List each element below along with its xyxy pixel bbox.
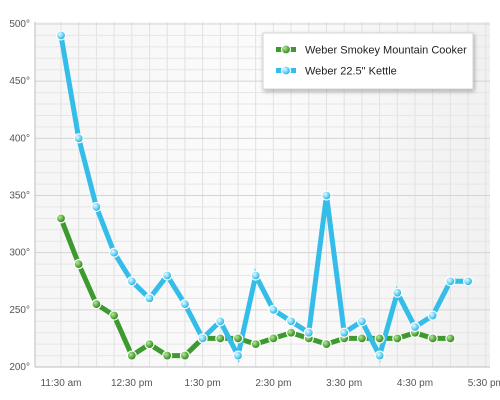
data-point [126,276,137,287]
data-point [321,339,332,350]
data-point [303,327,314,338]
legend-marker-smokey-mountain [280,44,292,55]
y-tick-label: 200° [9,362,30,373]
data-point [162,270,173,281]
x-tick-label: 12:30 pm [111,378,153,389]
legend-items: Weber Smokey Mountain Cooker Weber 22.5"… [276,44,467,78]
data-point [55,213,67,224]
data-point [392,287,403,298]
data-point [356,333,367,344]
x-tick-label: 3:30 pm [326,378,362,389]
data-point [215,333,226,344]
data-point [179,350,190,361]
x-tick-labels: 11:30 am 12:30 pm 1:30 pm 2:30 pm 3:30 pm 4:3… [41,378,500,389]
y-tick-label: 450° [9,76,30,87]
data-point [392,333,403,344]
x-tick-label: 2:30 pm [255,378,291,389]
data-point [409,321,421,333]
data-point [374,333,385,344]
series-points [55,30,474,361]
data-point [268,304,279,315]
data-point [427,310,438,321]
data-point [286,327,297,338]
data-point [162,350,173,361]
data-point [374,350,385,361]
data-point [55,30,67,41]
data-point [321,190,332,201]
data-point [126,350,137,361]
y-tick-label: 300° [9,248,30,259]
data-point [91,201,102,213]
data-point [232,350,244,361]
x-tick-label: 4:30 pm [397,378,433,389]
data-point [339,327,350,338]
data-point [356,316,367,327]
legend [262,32,474,90]
x-tick-label: 1:30 pm [185,378,221,389]
data-point [91,299,102,310]
series-line [58,35,469,363]
data-point [215,316,226,327]
data-point [268,333,279,344]
data-point [73,259,84,270]
legend-label-kettle: Weber 22.5" Kettle [305,66,397,78]
y-tick-label: 350° [9,191,30,202]
data-point [445,333,456,344]
x-tick-label: 5:30 pm [468,378,500,389]
data-point [179,299,190,310]
data-point [108,247,120,258]
y-tick-label: 400° [9,133,30,144]
legend-marker-kettle [280,65,292,76]
data-point [232,333,244,344]
y-tick-label: 500° [9,19,30,30]
data-point [144,339,155,350]
legend-item-smokey-mountain: Weber Smokey Mountain Cooker [276,44,467,57]
data-point [463,276,474,287]
grid-lines [35,22,490,367]
legend-item-kettle: Weber 22.5" Kettle [276,65,397,78]
data-point [250,339,261,350]
y-tick-label: 250° [9,305,30,316]
legend-label-smokey-mountain: Weber Smokey Mountain Cooker [305,45,467,57]
data-point [73,133,84,144]
data-point [197,333,208,344]
data-point [427,333,438,344]
data-point [250,270,261,281]
y-tick-labels: 200° 250° 300° 350° 400° 450° 500° [9,19,30,373]
data-point [445,276,456,287]
axes [34,22,490,368]
x-tick-label: 11:30 am [41,378,82,389]
data-point [144,293,155,304]
data-point [286,316,297,327]
legend-box [262,32,474,90]
data-point [108,310,120,321]
